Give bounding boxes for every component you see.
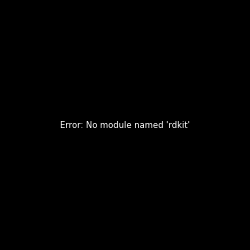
Text: Error: No module named 'rdkit': Error: No module named 'rdkit' bbox=[60, 120, 190, 130]
